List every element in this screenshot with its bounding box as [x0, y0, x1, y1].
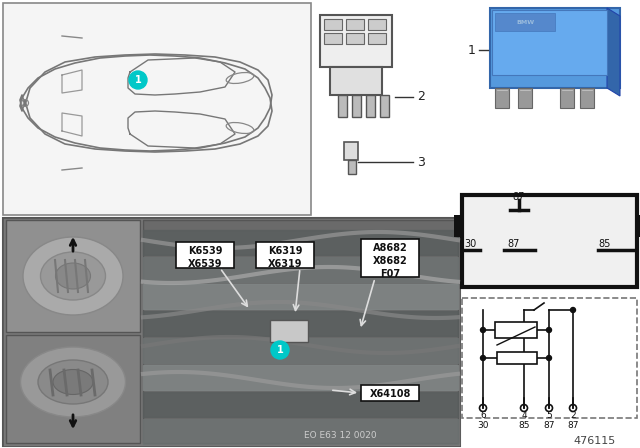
FancyBboxPatch shape — [324, 33, 342, 44]
FancyBboxPatch shape — [346, 19, 364, 30]
Text: 1: 1 — [468, 43, 476, 56]
FancyBboxPatch shape — [368, 19, 386, 30]
Text: F07: F07 — [380, 269, 400, 279]
FancyBboxPatch shape — [368, 33, 386, 44]
FancyBboxPatch shape — [560, 88, 574, 108]
Text: EO E63 12 0020: EO E63 12 0020 — [304, 431, 376, 440]
FancyBboxPatch shape — [361, 385, 419, 401]
FancyBboxPatch shape — [490, 8, 620, 88]
Circle shape — [129, 71, 147, 89]
FancyBboxPatch shape — [495, 13, 555, 31]
Text: X6319: X6319 — [268, 259, 302, 269]
FancyBboxPatch shape — [320, 15, 392, 67]
FancyBboxPatch shape — [3, 218, 460, 446]
Text: 87: 87 — [507, 239, 520, 249]
FancyBboxPatch shape — [143, 220, 458, 443]
FancyBboxPatch shape — [352, 95, 361, 117]
FancyBboxPatch shape — [330, 67, 382, 95]
Text: 87: 87 — [567, 421, 579, 430]
Text: 30: 30 — [464, 239, 476, 249]
Circle shape — [570, 307, 575, 313]
Text: 1: 1 — [134, 75, 141, 85]
FancyBboxPatch shape — [580, 88, 594, 108]
Text: 1: 1 — [276, 345, 284, 355]
Circle shape — [547, 327, 552, 332]
FancyBboxPatch shape — [3, 3, 311, 215]
FancyBboxPatch shape — [462, 298, 637, 418]
Text: 5: 5 — [546, 412, 552, 421]
FancyBboxPatch shape — [492, 10, 607, 75]
FancyBboxPatch shape — [324, 19, 342, 30]
Ellipse shape — [38, 360, 108, 404]
FancyBboxPatch shape — [338, 95, 347, 117]
FancyBboxPatch shape — [380, 95, 389, 117]
Ellipse shape — [53, 370, 93, 395]
Text: 2: 2 — [570, 412, 576, 421]
Ellipse shape — [20, 347, 125, 417]
Text: X8682: X8682 — [372, 256, 408, 266]
FancyBboxPatch shape — [518, 88, 532, 108]
Circle shape — [481, 356, 486, 361]
FancyBboxPatch shape — [454, 215, 464, 237]
FancyBboxPatch shape — [176, 242, 234, 268]
FancyBboxPatch shape — [346, 33, 364, 44]
Text: 4: 4 — [521, 412, 527, 421]
Text: A8682: A8682 — [372, 243, 408, 253]
Text: 30: 30 — [477, 421, 489, 430]
FancyBboxPatch shape — [6, 335, 140, 443]
Circle shape — [547, 356, 552, 361]
Text: X64108: X64108 — [369, 389, 411, 399]
FancyBboxPatch shape — [6, 220, 140, 332]
Text: 85: 85 — [598, 239, 611, 249]
Text: 87: 87 — [543, 421, 555, 430]
FancyBboxPatch shape — [462, 195, 637, 287]
Text: 6: 6 — [480, 412, 486, 421]
FancyBboxPatch shape — [497, 352, 537, 364]
Circle shape — [271, 341, 289, 359]
FancyBboxPatch shape — [361, 239, 419, 277]
Text: 3: 3 — [417, 155, 425, 168]
Text: BMW: BMW — [516, 20, 534, 25]
Ellipse shape — [40, 252, 106, 300]
Text: 87: 87 — [513, 192, 525, 202]
FancyBboxPatch shape — [495, 322, 537, 338]
Text: 2: 2 — [417, 90, 425, 103]
Ellipse shape — [23, 237, 123, 315]
Text: X6539: X6539 — [188, 259, 222, 269]
Text: K6319: K6319 — [268, 246, 302, 256]
Circle shape — [481, 327, 486, 332]
FancyBboxPatch shape — [348, 160, 356, 174]
Text: K6539: K6539 — [188, 246, 222, 256]
Ellipse shape — [56, 263, 90, 289]
FancyBboxPatch shape — [270, 320, 308, 342]
Polygon shape — [607, 8, 620, 96]
FancyBboxPatch shape — [635, 215, 640, 237]
FancyBboxPatch shape — [366, 95, 375, 117]
FancyBboxPatch shape — [344, 142, 358, 160]
FancyBboxPatch shape — [256, 242, 314, 268]
Text: 85: 85 — [518, 421, 530, 430]
FancyBboxPatch shape — [495, 88, 509, 108]
Text: 476115: 476115 — [574, 436, 616, 446]
